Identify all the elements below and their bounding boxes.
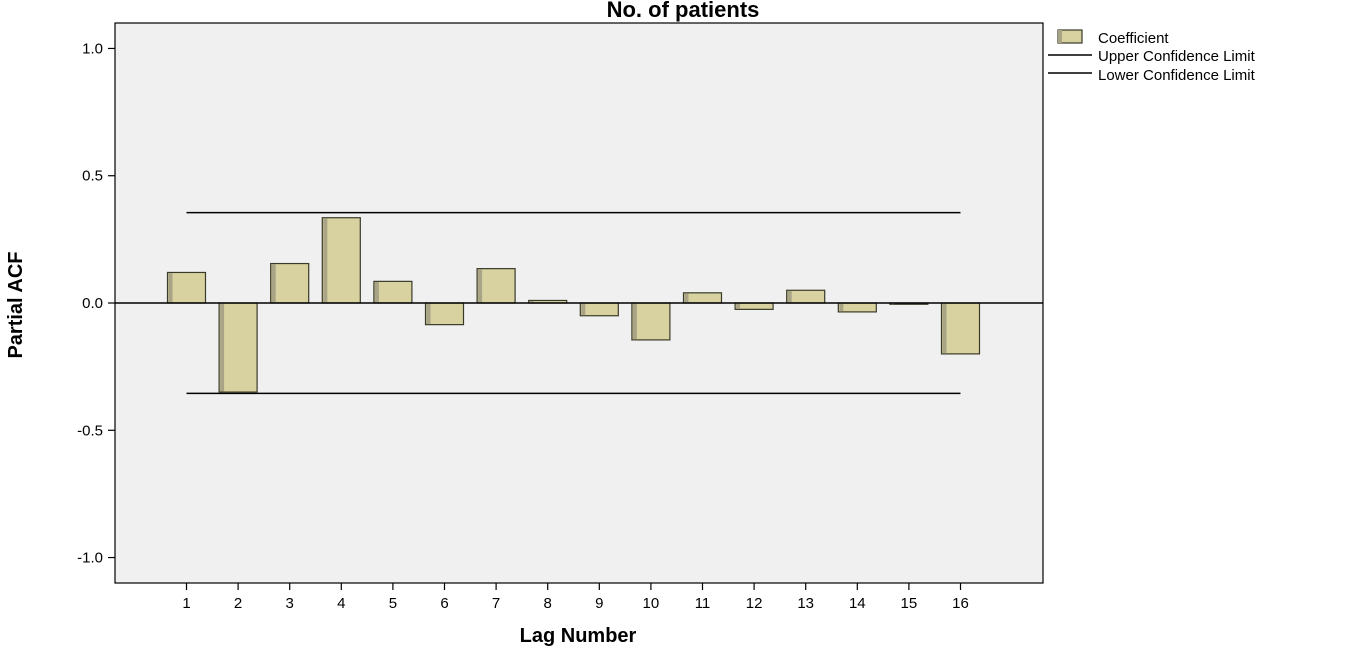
bar-shade	[323, 218, 328, 303]
x-tick-label: 8	[544, 595, 552, 612]
bar-shade	[942, 303, 947, 354]
legend-label-lower: Lower Confidence Limit	[1098, 67, 1256, 84]
y-axis-label: Partial ACF	[5, 251, 27, 358]
x-tick-label: 16	[952, 595, 969, 612]
confidence-lines	[186, 211, 961, 395]
legend-swatch-shadow	[1058, 30, 1062, 43]
bar-lag-16	[940, 302, 981, 355]
bar	[579, 302, 619, 317]
bar-shade	[374, 281, 379, 303]
bar-shade	[684, 293, 689, 303]
x-tick-label: 15	[901, 595, 918, 612]
x-tick-label: 7	[492, 595, 500, 612]
y-tick-label: 1.0	[82, 40, 103, 57]
bar-shade	[168, 273, 173, 303]
bar-lag-7	[476, 268, 516, 304]
bar-shade	[736, 303, 741, 309]
bar-shade	[890, 303, 895, 305]
bar	[940, 302, 981, 355]
legend-label-upper: Upper Confidence Limit	[1098, 48, 1256, 65]
y-tick-label: -0.5	[77, 422, 103, 439]
bar-shade	[787, 290, 792, 303]
bar-lag-4	[321, 217, 361, 304]
bar-lag-13	[786, 289, 826, 304]
legend: Coefficient Upper Confidence Limit Lower…	[1048, 29, 1256, 84]
x-tick-label: 9	[595, 595, 603, 612]
x-tick-label: 12	[746, 595, 763, 612]
x-tick-label: 4	[337, 595, 345, 612]
bar	[270, 262, 310, 304]
x-tick-label: 13	[797, 595, 814, 612]
x-tick-label: 5	[389, 595, 397, 612]
x-axis-label: Lag Number	[520, 625, 637, 647]
chart-title: No. of patients	[607, 0, 760, 22]
bar-lag-10	[631, 302, 671, 341]
bar	[837, 302, 877, 313]
bar-lag-5	[373, 280, 413, 304]
x-tick-label: 6	[440, 595, 448, 612]
bar-lag-3	[270, 262, 310, 304]
bar-lag-12	[734, 302, 774, 310]
y-tick-label: 0.5	[82, 168, 103, 185]
bar	[373, 280, 413, 304]
y-axis: -1.0 -0.5 0.0 0.5 1.0	[77, 40, 115, 567]
bar	[218, 302, 258, 393]
bar	[631, 302, 671, 341]
x-tick-label: 1	[182, 595, 190, 612]
bar-shade	[478, 269, 483, 303]
bar	[321, 217, 361, 304]
bar-shade	[839, 303, 844, 312]
bar-shade	[271, 264, 276, 303]
x-tick-label: 11	[695, 595, 711, 612]
y-tick-label: 0.0	[82, 295, 103, 312]
bar	[682, 292, 723, 304]
bar	[166, 271, 207, 304]
bar-lag-2	[218, 302, 258, 393]
bar	[786, 289, 826, 304]
bar	[424, 302, 465, 326]
bar-shade	[426, 303, 431, 325]
bar-shade	[529, 301, 534, 303]
x-tick-label: 14	[849, 595, 866, 612]
x-axis: 1 2 3 4 5 6 7 8 9 10 11 12 13 14 15 16	[182, 583, 969, 612]
y-tick-label: -1.0	[77, 550, 103, 567]
bar	[476, 268, 516, 304]
bar-lag-6	[424, 302, 465, 326]
bar-lag-9	[579, 302, 619, 317]
bar-lag-1	[166, 271, 207, 304]
bars	[166, 217, 981, 393]
x-tick-label: 10	[643, 595, 660, 612]
x-tick-label: 2	[234, 595, 242, 612]
bar-lag-11	[682, 292, 723, 304]
bar-shade	[581, 303, 586, 316]
bar-shade	[220, 303, 225, 392]
bar-lag-14	[837, 302, 877, 313]
bar-shade	[632, 303, 637, 340]
legend-label-coefficient: Coefficient	[1098, 30, 1169, 47]
x-tick-label: 3	[286, 595, 294, 612]
bar	[734, 302, 774, 310]
